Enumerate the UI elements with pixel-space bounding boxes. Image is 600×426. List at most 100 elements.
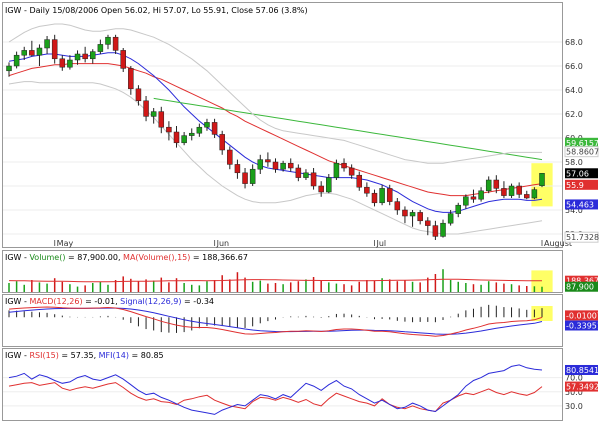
candle-body [287,162,294,169]
candle-body [105,36,111,45]
candle-body [112,36,119,51]
candle-body [44,39,50,49]
candle-body [249,168,256,184]
candle-body [135,88,142,102]
red-ma-line [8,63,543,197]
rsi-tick-label: 50.0 [565,388,583,397]
candle-body [516,185,522,195]
candle-body [272,161,279,170]
price-value-tag-bg [565,199,598,210]
price-tick-label: 64.0 [565,86,583,95]
price-value-tag-bg [564,146,599,158]
candle-body [303,172,309,178]
rsi-line [8,382,543,413]
header-part: IGW - [5,351,29,360]
price-value-tag-bg [565,179,598,190]
rsi-value-tag: 80.8541 [566,366,599,375]
upper-band-line [8,23,542,164]
candle-body [36,47,43,56]
macd-header: IGW - MACD(12,26) = -0.01, Signal(12,26,… [5,297,214,306]
rsi-tick-label: 30.0 [565,402,583,411]
candle-body [379,188,385,204]
candle-body [13,54,20,67]
candle-body [280,162,286,170]
header-part: IGW - [5,297,29,306]
candle-body [242,172,248,184]
mfi-line [8,364,543,415]
price-value-tag: 58.8607 [566,148,599,157]
price-value-tag-bg [565,137,598,148]
volume-header: IGW - Volume() = 87,900.00, MA(Volume(),… [5,253,248,262]
macd-value-tag-bg [565,310,598,321]
candle-body [425,220,431,226]
candle-body [463,196,469,206]
candle-body [90,51,96,60]
candle-body [21,50,27,56]
candle-body [539,173,545,187]
price-header-symbol: IGW [5,6,22,15]
candle-body [234,164,241,174]
candle-body [166,126,172,133]
header-part: MA(Volume(),15) [123,253,190,262]
candle-body [326,177,332,193]
rsi-value-tag-bg [565,364,598,375]
candle-body [128,68,134,90]
candle-body [211,122,218,135]
price-value-tag: 57.06 [566,169,589,178]
price-value-tag-bg [565,168,598,179]
macd-value-tag-bg [565,320,598,331]
candle-body [394,201,401,211]
candle-body [74,53,81,61]
candle-body [333,162,340,178]
rsi-value-tag-bg [565,381,598,392]
candle-body [6,65,12,72]
volume-ma-line [8,278,542,283]
volume-panel-frame [2,250,563,293]
price-value-tag-bg [564,231,599,243]
macd-signal-line [8,307,543,335]
candle-body [97,44,104,52]
rsi-tick-label: 70.0 [565,374,583,383]
macd-value-tag: -0.33951 [566,322,600,331]
candle-body [196,126,203,134]
candle-body [51,39,58,60]
candle-body [455,204,461,214]
volume-value-tag: 87,900 [566,283,594,292]
volume-value-tag-bg [565,275,598,286]
price-header: IGW - Daily 15/08/2006 Open 56.02, Hi 57… [5,6,308,15]
price-value-tag: 55.9 [566,181,584,190]
candle-body [348,167,355,176]
macd-line [8,306,543,337]
header-part: = -0.34 [182,297,215,306]
price-tick-label: 58.0 [565,158,583,167]
candle-body [59,58,66,68]
rsi-panel-frame [2,348,563,421]
header-part: = 80.85 [129,351,164,360]
price-panel-frame [2,2,563,248]
green-ma-line [153,97,543,161]
candle-body [409,212,416,217]
candle-body [173,131,180,144]
blue-ma-line [8,52,543,213]
candle-body [257,159,264,170]
candle-body [501,188,507,196]
candle-body [371,192,378,204]
header-part: = 57.35, [59,351,99,360]
month-label: Jun [216,239,230,248]
price-tick-label: 68.0 [565,38,583,47]
price-value-tag: 51.7328 [566,233,599,242]
candle-body [524,194,530,199]
month-label: Jul [375,239,386,248]
candle-body [67,59,73,68]
candle-body [432,225,439,237]
candle-body [295,167,302,178]
candle-body [204,122,210,128]
candle-body [440,222,446,237]
month-label: August [544,239,572,248]
candle-body [341,162,347,169]
candle-body [531,189,538,199]
candle-body [265,159,271,163]
